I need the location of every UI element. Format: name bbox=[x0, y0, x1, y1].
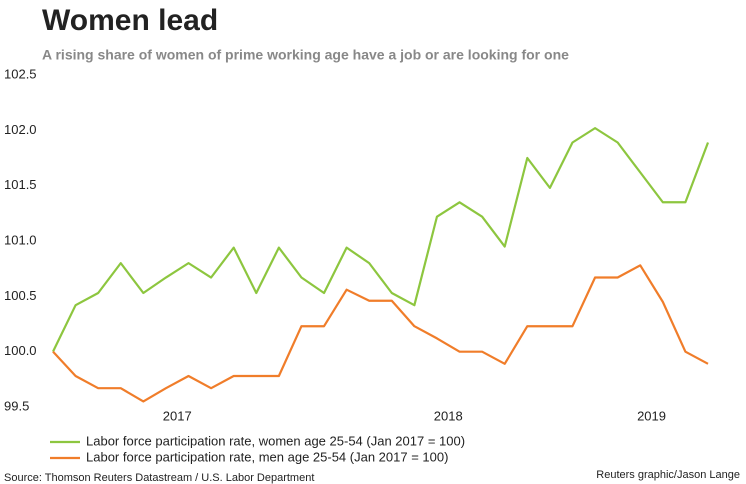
credit: Reuters graphic/Jason Lange bbox=[596, 469, 740, 481]
x-tick-label: 2019 bbox=[637, 408, 666, 423]
chart-subtitle: A rising share of women of prime working… bbox=[42, 47, 569, 63]
x-tick-label: 2018 bbox=[434, 408, 463, 423]
y-tick-label: 99.5 bbox=[4, 398, 29, 413]
legend-label: Labor force participation rate, women ag… bbox=[86, 433, 465, 448]
y-tick-label: 101.5 bbox=[4, 177, 37, 192]
x-tick-label: 2017 bbox=[163, 408, 192, 423]
y-tick-label: 100.0 bbox=[4, 343, 37, 358]
chart-title: Women lead bbox=[42, 4, 218, 37]
legend-label: Labor force participation rate, men age … bbox=[86, 449, 448, 464]
y-tick-label: 102.5 bbox=[4, 66, 37, 81]
line-series bbox=[52, 127, 710, 353]
y-tick-label: 101.0 bbox=[4, 232, 37, 247]
source: Source: Thomson Reuters Datastream / U.S… bbox=[4, 472, 314, 484]
y-tick-label: 102.0 bbox=[4, 122, 37, 137]
line-series bbox=[52, 264, 709, 403]
y-tick-label: 100.5 bbox=[4, 288, 37, 303]
